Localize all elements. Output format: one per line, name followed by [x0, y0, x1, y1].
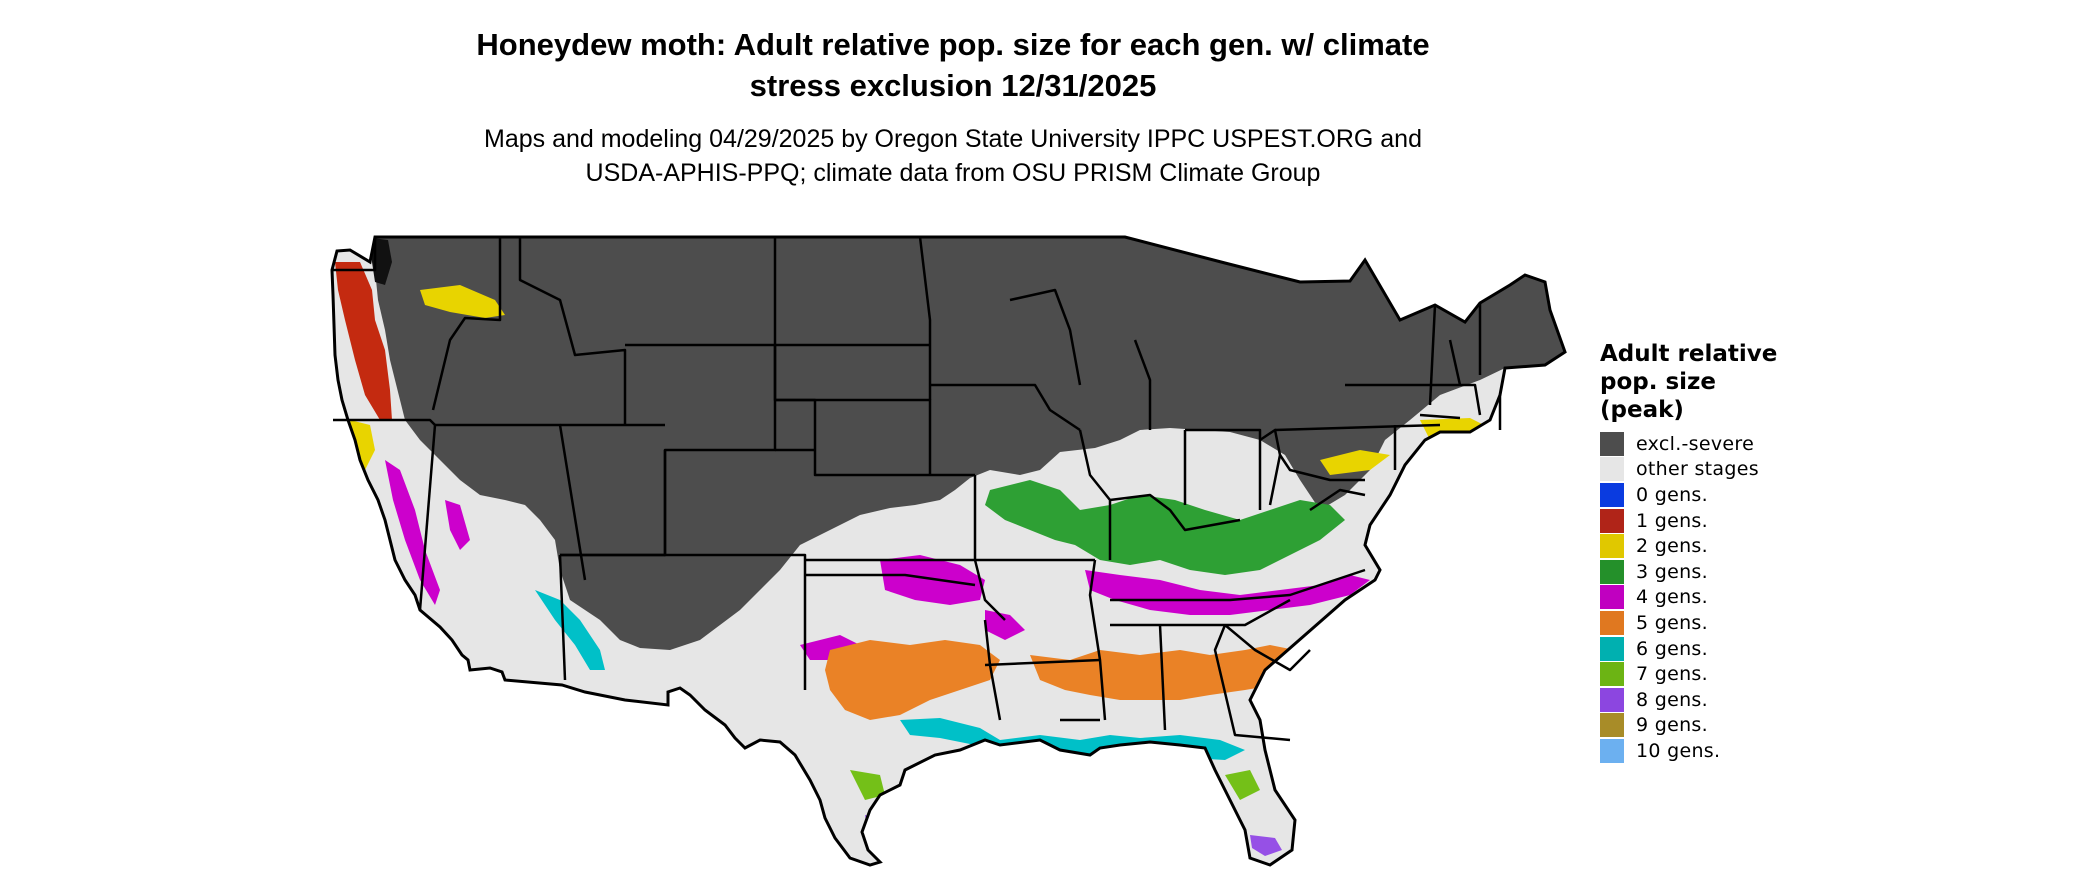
legend-label: 0 gens. — [1636, 483, 1708, 506]
legend-swatch — [1600, 610, 1624, 635]
legend-item: 8 gens. — [1600, 687, 1860, 713]
legend-swatch — [1600, 662, 1624, 687]
four-gen-nv — [445, 500, 470, 550]
legend-label: excl.-severe — [1636, 432, 1755, 455]
two-gen-columbia-basin — [420, 285, 505, 318]
legend-swatch — [1600, 457, 1624, 482]
five-gen-tx-ok — [825, 640, 1000, 720]
legend-label: 4 gens. — [1636, 586, 1708, 609]
legend-item: excl.-severe — [1600, 431, 1860, 457]
legend-title: Adult relative pop. size (peak) — [1600, 340, 1860, 424]
legend-item: 10 gens. — [1600, 738, 1860, 764]
legend-swatch — [1600, 559, 1624, 584]
two-gen-ca-coast — [350, 420, 375, 470]
legend-title-line-1: Adult relative — [1600, 341, 1778, 367]
excluded-region — [375, 237, 1565, 650]
legend-swatch — [1600, 482, 1624, 507]
state-boundaries — [332, 236, 1502, 742]
legend-label: 7 gens. — [1636, 663, 1708, 686]
legend-label: 5 gens. — [1636, 611, 1708, 634]
map-subtitle-line-1: Maps and modeling 04/29/2025 by Oregon S… — [484, 125, 1422, 153]
legend-item: 3 gens. — [1600, 559, 1860, 585]
legend-item: 6 gens. — [1600, 636, 1860, 662]
legend-swatch — [1600, 508, 1624, 533]
legend-swatch — [1600, 687, 1624, 712]
map-title: Honeydew moth: Adult relative pop. size … — [0, 24, 1906, 106]
legend-item: 0 gens. — [1600, 482, 1860, 508]
legend-label: 8 gens. — [1636, 688, 1708, 711]
eight-gen-fl-tip — [1250, 835, 1282, 856]
legend-item: 2 gens. — [1600, 533, 1860, 559]
legend-items: excl.-severe other stages 0 gens. 1 gens. 2 … — [1600, 431, 1860, 764]
puget-sound-water — [372, 238, 392, 285]
map-title-line-2: stress exclusion 12/31/2025 — [749, 68, 1157, 103]
four-gen-ar-tn — [1085, 570, 1370, 615]
map-legend: Adult relative pop. size (peak) excl.-se… — [1600, 340, 1860, 764]
four-gen-ca-valley — [385, 460, 440, 605]
legend-label: 9 gens. — [1636, 714, 1708, 737]
legend-item: 9 gens. — [1600, 713, 1860, 739]
legend-label: 2 gens. — [1636, 535, 1708, 558]
legend-title-line-3: (peak) — [1600, 397, 1684, 423]
legend-title-line-2: pop. size — [1600, 369, 1717, 395]
six-gen-az — [535, 590, 605, 670]
seven-gen-tx-south — [850, 770, 885, 800]
map-subtitle-line-2: USDA-APHIS-PPQ; climate data from OSU PR… — [585, 159, 1321, 187]
map-title-line-1: Honeydew moth: Adult relative pop. size … — [476, 27, 1430, 62]
legend-item: 7 gens. — [1600, 661, 1860, 687]
four-gen-ar-south — [985, 610, 1025, 640]
legend-item: 5 gens. — [1600, 610, 1860, 636]
legend-label: 3 gens. — [1636, 560, 1708, 583]
legend-label: 6 gens. — [1636, 637, 1708, 660]
five-gen-gulf-states — [1030, 645, 1300, 700]
legend-swatch — [1600, 713, 1624, 738]
legend-swatch — [1600, 534, 1624, 559]
map-subtitle: Maps and modeling 04/29/2025 by Oregon S… — [0, 122, 1906, 190]
two-gen-mid-atlantic — [1320, 450, 1390, 475]
legend-item: other stages — [1600, 457, 1860, 483]
legend-item: 1 gens. — [1600, 508, 1860, 534]
one-gen-pacific-coast — [335, 262, 392, 420]
legend-item: 4 gens. — [1600, 585, 1860, 611]
legend-label: other stages — [1636, 458, 1759, 481]
legend-swatch — [1600, 431, 1624, 456]
seven-gen-fl — [1225, 770, 1260, 800]
legend-swatch — [1600, 636, 1624, 661]
legend-label: 10 gens. — [1636, 739, 1721, 762]
eight-gen-tx-tip — [865, 815, 895, 848]
legend-swatch — [1600, 585, 1624, 610]
legend-swatch — [1600, 738, 1624, 763]
legend-label: 1 gens. — [1636, 509, 1708, 532]
three-gen-ohio-valley — [985, 480, 1345, 575]
